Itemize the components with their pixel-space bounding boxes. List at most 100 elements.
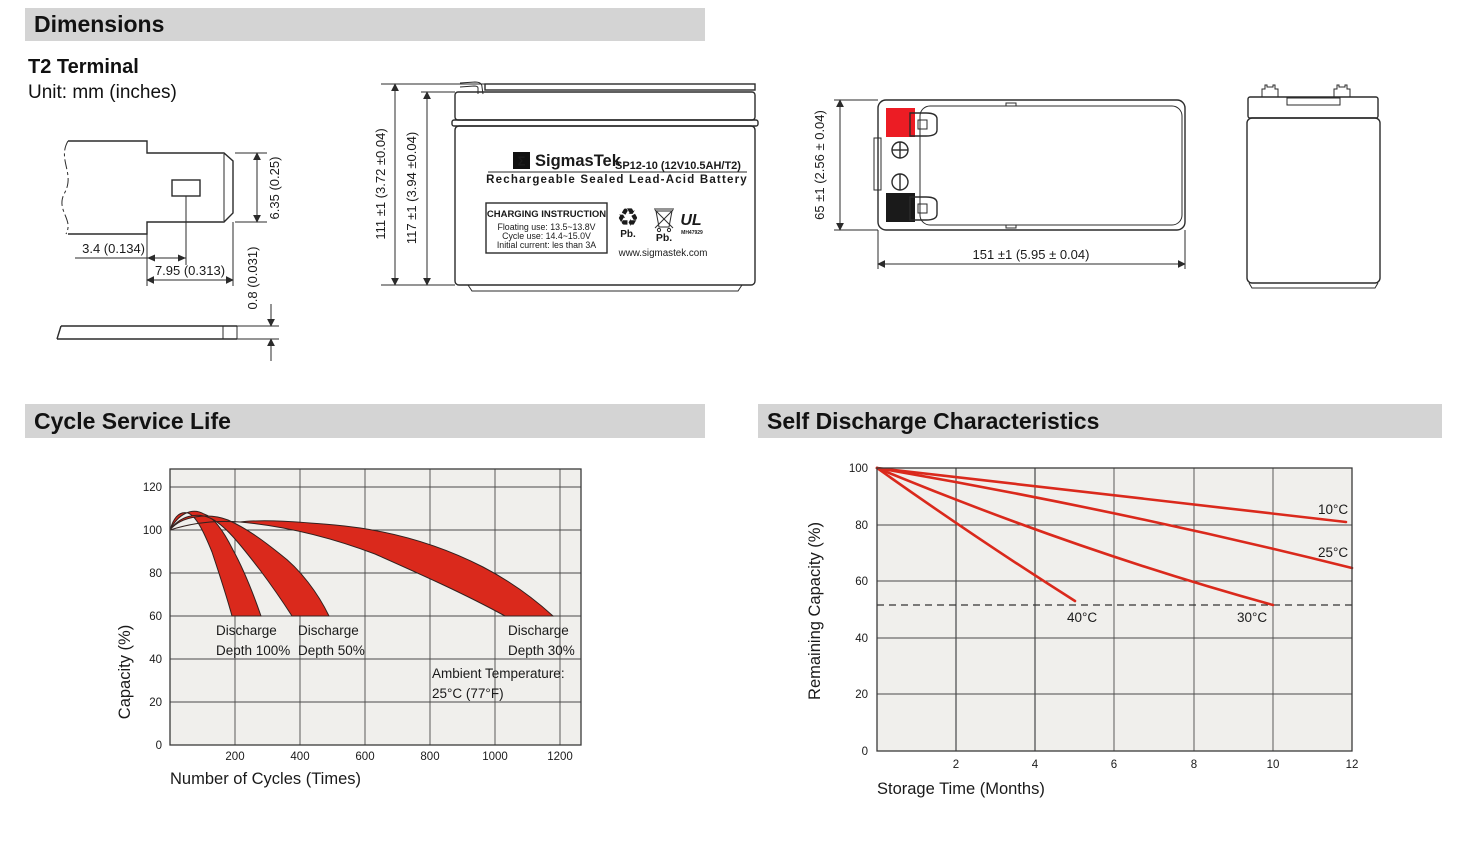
side-notch <box>873 137 882 191</box>
line-25c <box>875 466 1354 570</box>
y-tick: 60 <box>149 611 162 623</box>
battery-front-drawing: 111 ±1 (3.72 ±0.04) 117 ±1 (3.94 ±0.04) … <box>375 81 759 292</box>
end-terminal-right <box>1333 84 1351 97</box>
battery-top-drawing: 65 ±1 (2.56 ± 0.04) 151 ±1 (5.95 ± 0.04) <box>812 99 1186 269</box>
dim-width: 65 ±1 (2.56 ± 0.04) <box>812 110 827 220</box>
x-tick: 1200 <box>547 751 573 763</box>
charging-line-2: Cycle use: 14.4~15.0V <box>502 231 591 241</box>
battery-top-bar <box>484 83 756 91</box>
end-view-feet <box>1248 282 1379 289</box>
battery-feet <box>467 284 743 292</box>
model-number: SP12-10 (12V10.5AH/T2) <box>615 160 741 172</box>
discharge-100-label-line1: Discharge <box>216 623 277 638</box>
ul-mark-icon: UL <box>680 212 701 229</box>
self-x-ticks: 2 4 6 8 10 12 <box>953 759 1359 771</box>
y-tick: 40 <box>149 654 162 666</box>
cycle-service-life-chart: Discharge Depth 100% Discharge Depth 50%… <box>116 468 582 788</box>
charging-line-1: Floating use: 13.5~13.8V <box>497 222 595 232</box>
y-tick: 20 <box>149 697 162 709</box>
line-30c <box>875 466 1275 607</box>
minus-symbol-icon <box>891 173 909 191</box>
x-tick: 2 <box>953 759 959 771</box>
cycle-x-ticks: 200 400 600 800 1000 1200 <box>225 751 572 763</box>
line-10c <box>875 466 1348 524</box>
end-view-recess <box>1286 97 1341 106</box>
brand-logo-sigma: Σ <box>518 154 526 169</box>
band-depth-100 <box>169 510 262 617</box>
self-y-axis-label: Remaining Capacity (%) <box>806 522 824 700</box>
ul-code: MH47929 <box>681 230 703 236</box>
dim-3-4-arrow-left <box>147 254 155 262</box>
x-tick: 4 <box>1032 759 1039 771</box>
dim-tab-height: 6.35 (0.25) <box>267 157 282 220</box>
pb-bin-label: Pb. <box>656 232 672 244</box>
y-tick: 20 <box>855 689 868 701</box>
break-line <box>61 140 69 235</box>
self-y-ticks: 100 80 60 40 20 0 <box>849 463 868 758</box>
strip-break <box>56 325 62 340</box>
line-40c <box>875 466 1077 603</box>
x-tick: 12 <box>1346 759 1359 771</box>
cycle-y-axis-label: Capacity (%) <box>116 625 134 719</box>
unit-note: Unit: mm (inches) <box>28 82 177 103</box>
seam-notch-top <box>1005 102 1017 107</box>
discharge-100-label-line2: Depth 100% <box>216 643 290 658</box>
ambient-temp-label-line1: Ambient Temperature: <box>432 666 565 681</box>
dim-overall-height: 111 ±1 (3.72 ±0.04) <box>375 128 388 239</box>
end-view-cap <box>1247 96 1379 119</box>
y-tick: 100 <box>143 525 162 537</box>
dimensions-section-header: Dimensions <box>25 8 705 41</box>
x-tick: 1000 <box>482 751 508 763</box>
charging-instruction-box <box>485 202 608 254</box>
terminal-hole <box>171 179 201 197</box>
x-tick: 10 <box>1267 759 1280 771</box>
dimensions-header-title: Dimensions <box>34 11 165 37</box>
band-depth-30 <box>169 520 555 617</box>
x-tick: 8 <box>1191 759 1197 771</box>
terminal-profile-outline <box>68 140 234 235</box>
y-tick: 120 <box>143 482 162 494</box>
end-view-body <box>1246 117 1381 284</box>
y-tick: 0 <box>862 746 868 758</box>
terminal-type-title: T2 Terminal <box>28 56 139 78</box>
temp-30c-label: 30°C <box>1237 610 1267 625</box>
self-x-axis-label: Storage Time (Months) <box>877 780 1045 798</box>
brand-name: SigmasTek <box>535 152 622 170</box>
x-tick: 200 <box>225 751 244 763</box>
pb-recycle-label: Pb. <box>620 229 636 240</box>
y-tick: 60 <box>855 576 868 588</box>
y-tick: 80 <box>855 520 868 532</box>
plot-border <box>876 467 1353 752</box>
battery-cap <box>454 91 756 121</box>
charging-line-3: Initial current: les than 3A <box>497 240 596 250</box>
discharge-30-label-line1: Discharge <box>508 623 569 638</box>
discharge-50-label-line1: Discharge <box>298 623 359 638</box>
battery-end-drawing <box>1246 84 1381 289</box>
terminal-wire <box>459 81 484 95</box>
cycle-header-title: Cycle Service Life <box>34 407 231 434</box>
self-grid <box>877 468 1352 751</box>
dim-3-4-arrow-right <box>178 254 186 262</box>
y-tick: 100 <box>849 463 868 475</box>
battery-case <box>454 125 756 286</box>
plus-symbol-icon <box>891 141 909 159</box>
top-view-outline <box>877 99 1186 231</box>
positive-faston-tab <box>909 112 938 137</box>
self-discharge-chart: 10°C 25°C 40°C 30°C 100 80 60 40 20 0 2 … <box>806 463 1359 798</box>
charging-instruction-title: CHARGING INSTRUCTION <box>487 209 606 220</box>
x-tick: 600 <box>355 751 374 763</box>
recycle-icon: ♻ <box>617 204 639 232</box>
x-tick: 800 <box>420 751 439 763</box>
dim-tab-width: 7.95 (0.313) <box>155 263 225 278</box>
dim-tab-thickness: 0.8 (0.031) <box>245 247 260 310</box>
brand-logo <box>513 152 530 169</box>
y-tick: 40 <box>855 633 868 645</box>
x-tick: 6 <box>1111 759 1117 771</box>
ambient-temp-label-line2: 25°C (77°F) <box>432 686 504 701</box>
y-tick: 80 <box>149 568 162 580</box>
discharge-30-label-line2: Depth 30% <box>508 643 575 658</box>
battery-type-line: Rechargeable Sealed Lead-Acid Battery <box>486 174 748 186</box>
discharge-50-label-line2: Depth 50% <box>298 643 365 658</box>
plot-border <box>169 468 582 746</box>
cycle-service-life-header: Cycle Service Life <box>25 404 705 438</box>
